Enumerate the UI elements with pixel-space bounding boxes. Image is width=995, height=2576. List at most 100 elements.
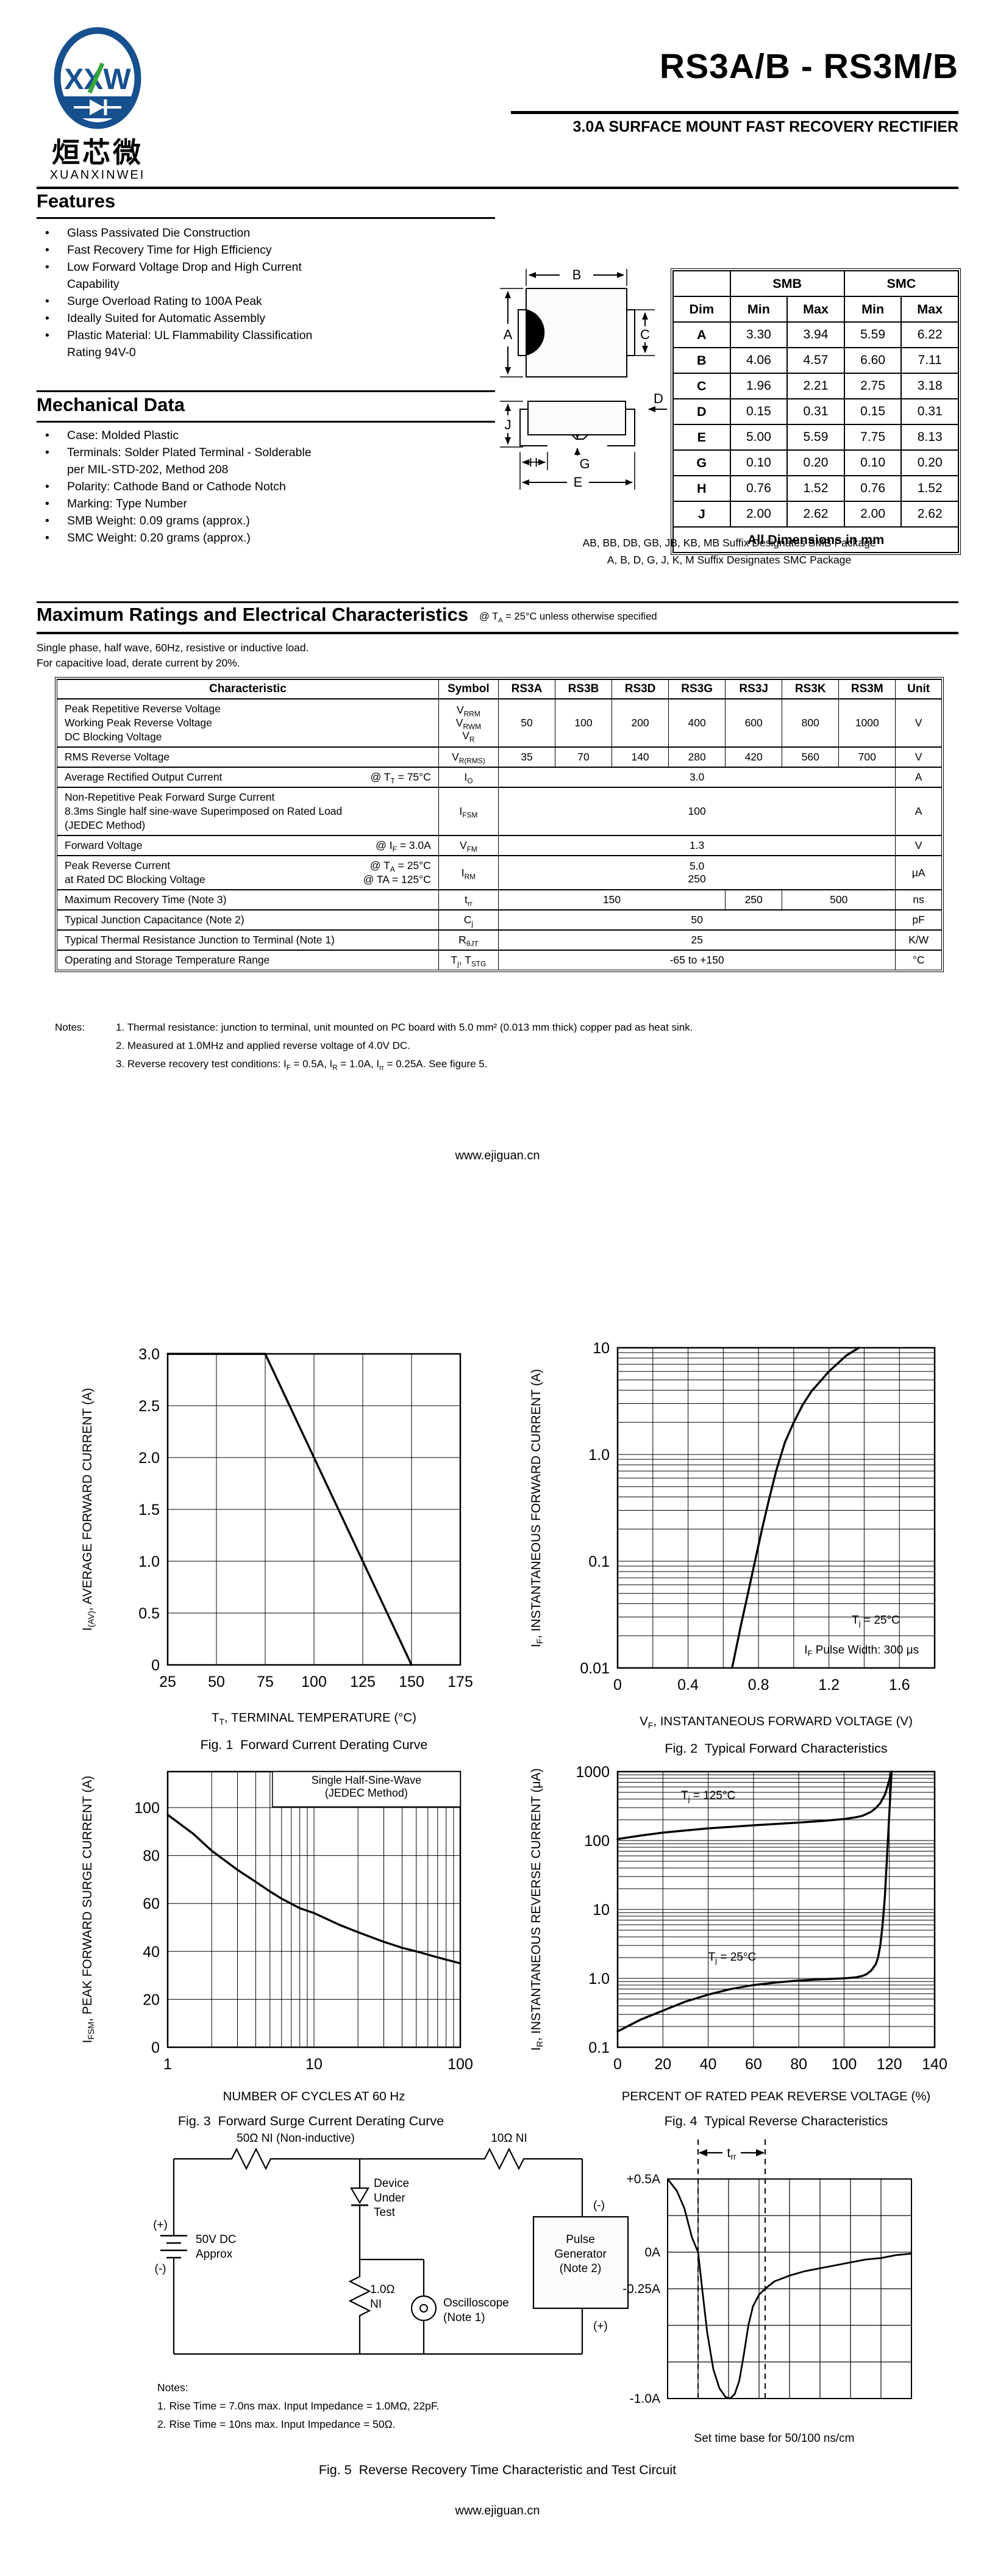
bullet-icon: • — [45, 429, 49, 442]
dim-table-cell: 3.94 — [786, 321, 845, 348]
dim-table-cell: 1.96 — [729, 373, 788, 399]
fig4-block: 0 20 40 60 80 100 120 140 0.1 1.0 10 100 1000 IR​, IN… — [505, 1750, 965, 2147]
ratings-table-cell: Typical Junction Capacitance (Note 2) — [57, 909, 439, 931]
bullet-icon: • — [45, 226, 49, 240]
package-left-lead — [519, 409, 547, 446]
ratings-subtext-line1: Single phase, half wave, 60Hz, resistive… — [37, 642, 309, 654]
ratings-table-cell: ns — [895, 889, 942, 911]
ratings-table-cell: 25 — [498, 929, 896, 951]
ratings-rule-bottom — [37, 632, 958, 634]
notes-list: 1. Thermal resistance: junction to termi… — [116, 1018, 693, 1073]
dim-label-J: J — [505, 417, 512, 432]
ratings-table-cell: V — [895, 835, 942, 856]
dim-table-cell: 0.20 — [900, 449, 959, 476]
svg-text:0.5: 0.5 — [138, 1605, 160, 1622]
list-item: • Fast Recovery Time for High Efficiency — [40, 242, 357, 259]
svg-text:0.1: 0.1 — [588, 1553, 610, 1570]
list-item: • Glass Passivated Die Construction — [40, 224, 357, 242]
fig5-circuit-notes: Notes: 1. Rise Time = 7.0ns max. Input I… — [157, 2378, 440, 2433]
dim-table-cell: 3.30 — [729, 321, 788, 348]
fig1-block: 25 50 75 100 125 150 175 0 0.5 1.0 1.5 2.0 2.5 3.0 I(A… — [43, 1314, 491, 1778]
dim-table-cell: Dim — [672, 296, 731, 323]
list-item-label: Fast Recovery Time for High Efficiency — [67, 243, 272, 257]
pg-minus-label: (-) — [593, 2199, 605, 2212]
fig2-xlabel: VF, INSTANTANEOUS FORWARD VOLTAGE (V) — [640, 1714, 913, 1731]
svg-text:3.0: 3.0 — [138, 1346, 160, 1363]
ratings-rule-top — [37, 601, 958, 603]
ratings-table-cell: Peak Reverse Current @ TA = 25°C at Rated … — [57, 855, 439, 890]
svg-text:10: 10 — [305, 2056, 323, 2073]
svg-text:50: 50 — [208, 1673, 225, 1690]
dim-table-cell: H — [672, 475, 731, 502]
ratings-table-cell: 70 — [554, 746, 613, 768]
ratings-table-cell: pF — [895, 909, 942, 931]
website-url-bottom: www.ejiguan.cn — [455, 2504, 540, 2517]
ratings-table-cell: RS3M — [838, 679, 896, 699]
dim-table-cell: SMB — [729, 270, 845, 297]
list-item-label: Low Forward Voltage Drop and High Curren… — [67, 260, 302, 291]
features-list: • Glass Passivated Die Construction • Fast … — [40, 224, 357, 361]
svg-text:IFSM​, PEAK FORWARD SURGE CURR: IFSM​, PEAK FORWARD SURGE CURRENT (A) — [80, 1776, 96, 2044]
dim-label-C: C — [640, 327, 650, 342]
svg-text:IR​, INSTANTANEOUS REVERSE CUR: IR​, INSTANTANEOUS REVERSE CURRENT (μA) — [529, 1768, 544, 2050]
dim-table-cell: Max — [900, 296, 959, 323]
list-item: • Case: Molded Plastic — [40, 427, 357, 444]
ratings-table-cell: 250 — [725, 889, 783, 911]
bullet-icon: • — [45, 312, 49, 325]
svg-text:0.1: 0.1 — [588, 2039, 610, 2056]
list-item-label: Terminals: Solder Plated Terminal - Sold… — [67, 446, 312, 476]
svg-text:1: 1 — [163, 2056, 172, 2073]
svg-text:75: 75 — [257, 1673, 274, 1690]
svg-text:0: 0 — [151, 2039, 160, 2056]
dim-label-G: G — [579, 456, 590, 471]
svg-text:+0.5A: +0.5A — [627, 2172, 660, 2186]
list-item: • Plastic Material: UL Flammability Class… — [40, 327, 357, 361]
svg-text:trr​: trr​ — [727, 2146, 736, 2161]
fig5-waveform-chart: +0.5A 0A -0.25A -1.0A trr​ — [622, 2139, 912, 2406]
dim-table-cell: 0.10 — [729, 449, 788, 476]
svg-text:25: 25 — [159, 1673, 176, 1690]
mechanical-heading: Mechanical Data — [37, 394, 185, 415]
list-item: • SMB Weight: 0.09 grams (approx.) — [40, 512, 357, 529]
dim-table-cell: 1.52 — [900, 475, 959, 502]
list-item-label: SMC Weight: 0.20 grams (approx.) — [67, 531, 251, 545]
svg-text:80: 80 — [790, 2056, 807, 2073]
fig2-caption: Fig. 2 Typical Forward Characteristics — [665, 1741, 888, 1756]
ratings-table-cell: RS3A — [498, 679, 556, 699]
ratings-table-cell: 700 — [838, 746, 896, 768]
ratings-table-cell: 500 — [782, 889, 896, 911]
ratings-table-cell: 400 — [668, 698, 726, 748]
ratings-table-cell: A — [895, 767, 942, 788]
ratings-table-cell: 800 — [782, 698, 840, 748]
ratings-notes: Notes: 1. Thermal resistance: junction t… — [55, 1018, 693, 1073]
dut-label: Device Under Test — [374, 2177, 409, 2219]
ratings-table-cell: Maximum Recovery Time (Note 3) — [57, 889, 439, 911]
dim-table-cell: 0.15 — [843, 398, 902, 425]
svg-text:0.8: 0.8 — [748, 1676, 769, 1694]
dim-table-cell: G — [672, 449, 731, 476]
svg-text:40: 40 — [700, 2056, 717, 2073]
list-item-label: Ideally Suited for Automatic Assembly — [67, 312, 266, 325]
bullet-icon: • — [45, 446, 49, 459]
svg-text:100: 100 — [832, 2056, 857, 2073]
fig5-caption: Fig. 5 Reverse Recovery Time Characteris… — [318, 2463, 677, 2477]
ratings-table-cell: 150 — [498, 889, 726, 911]
ratings-table: Characteristic Symbol RS3A RS3B RS3D RS3G RS3J… — [55, 677, 944, 972]
ratings-table-cell: V — [895, 746, 942, 768]
ratings-table-cell: 100 — [498, 787, 896, 836]
fig2-chart: 0 0.4 0.8 1.2 1.6 0.01 0.1 1.0 10 IF​, INSTANTANE… — [529, 1340, 936, 1694]
dim-table-cell: 4.06 — [729, 347, 788, 374]
package-left-tab — [518, 309, 527, 356]
dim-table-cell: 6.22 — [900, 321, 959, 348]
dim-table-cell: SMC — [843, 270, 960, 297]
svg-text:Tj​ = 125°C: Tj​ = 125°C — [681, 1789, 735, 1803]
list-item: • Surge Overload Rating to 100A Peak — [40, 293, 357, 310]
dim-table-cell: 2.00 — [843, 501, 902, 528]
pg-plus-label: (+) — [593, 2320, 608, 2333]
svg-text:100: 100 — [584, 1833, 610, 1850]
fig1-caption: Fig. 1 Forward Current Derating Curve — [200, 1737, 428, 1752]
fig1-xlabel: TT, TERMINAL TEMPERATURE (°C) — [211, 1711, 416, 1727]
note-line: 1. Thermal resistance: junction to termi… — [116, 1021, 693, 1033]
dim-table-cell: Min — [843, 296, 902, 323]
ratings-table-cell: 600 — [725, 698, 783, 748]
